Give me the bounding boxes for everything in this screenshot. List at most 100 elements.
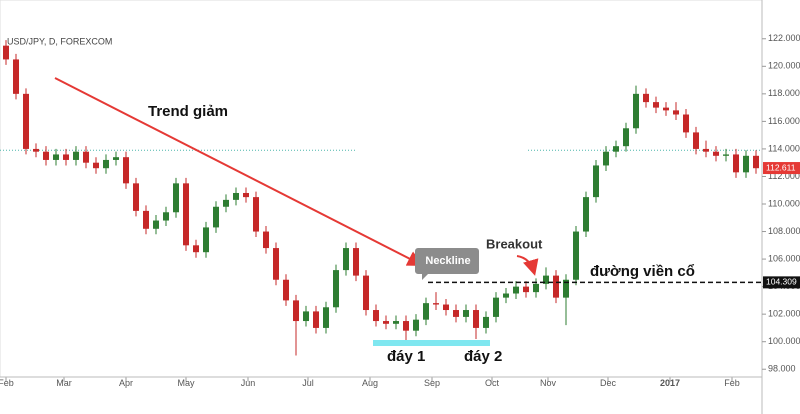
candle-body [73,151,79,160]
candle-body [3,45,9,60]
candle-body [613,146,619,152]
candle-body [413,319,419,331]
x-tick-label: Sep [424,378,440,388]
candle-body [543,275,549,284]
candle-body [23,93,29,149]
y-tick-label: 112.000 [768,171,800,181]
candle-body [113,157,119,160]
candle-body [523,286,529,293]
candle-body [313,311,319,328]
candle-body [343,248,349,271]
candle-body [443,304,449,311]
candle-body [213,206,219,228]
candle-body [483,316,489,328]
x-tick-label: Jul [302,378,314,388]
y-tick-label: 122.000 [768,33,800,43]
x-tick-label: Dec [600,378,617,388]
candle-body [683,114,689,133]
candle-body [653,102,659,108]
candle-body [633,93,639,129]
candle-body [583,197,589,232]
y-tick-label: 106.000 [768,253,800,263]
candle-body [493,297,499,317]
chart-title: USD/JPY, D, FOREXCOM [7,36,112,46]
candle-body [433,303,439,305]
candle-body [693,132,699,149]
candle-body [163,212,169,221]
x-tick-label: Feb [724,378,740,388]
candle-body [53,154,59,160]
candle-body [273,248,279,280]
candle-body [333,270,339,308]
candle-body [263,231,269,249]
candle-body [513,286,519,294]
candle-body [83,151,89,163]
candle-body [673,110,679,115]
candle-body [573,231,579,280]
x-tick-label: Oct [485,378,500,388]
y-tick-label: 108.000 [768,226,800,236]
last-price: 112.611 [766,162,796,172]
candle-body [323,307,329,328]
candle-body [233,192,239,200]
y-tick-label: 102.000 [768,309,800,319]
candle-body [43,151,49,160]
candle-body [63,154,69,160]
x-tick-label: May [177,378,195,388]
bottom-zone [373,340,490,346]
candle-body [383,321,389,324]
candle-body [473,310,479,328]
y-tick-label: 120.000 [768,61,800,71]
x-tick-label: Feb [0,378,14,388]
candle-body [703,148,709,152]
candle-body [743,155,749,173]
candle-body [303,311,309,322]
y-tick-label: 114.000 [768,143,800,153]
candle-body [283,279,289,301]
x-tick-label: Nov [540,378,557,388]
candle-body [453,310,459,317]
candle-body [603,151,609,166]
candle-body [403,321,409,331]
candle-body [643,93,649,103]
candle-body [723,154,729,156]
x-tick-label: Aug [362,378,378,388]
y-tick-label: 110.000 [768,198,800,208]
y-tick-label: 118.000 [768,88,800,98]
candle-body [183,183,189,246]
breakout-label: Breakout [486,236,543,251]
candle-body [393,321,399,324]
y-tick-label: 116.000 [768,116,800,126]
candle-body [373,310,379,322]
candle-body [503,293,509,298]
candle-body [733,154,739,173]
candle-body [423,303,429,320]
neckline-price-box [763,276,800,289]
candle-body [293,300,299,322]
candle-body [143,210,149,229]
candle-body [173,183,179,213]
candle-body [463,310,469,317]
neckline-tag: Neckline [425,255,470,267]
candle-body [93,162,99,169]
y-tick-label: 100.000 [768,336,800,346]
bottom2-label: đáy 2 [464,348,502,365]
trend-label: Trend giảm [148,103,228,120]
x-tick-label: Mar [56,378,72,388]
neckline-callout [415,248,479,280]
x-tick-label: 2017 [660,378,680,388]
x-tick-label: Apr [119,378,133,388]
x-tick-label: Jun [241,378,256,388]
candle-body [33,148,39,152]
candle-body [123,157,129,184]
neckline-price: 104.309 [766,277,797,287]
candle-body [623,128,629,147]
breakout-arrow [516,255,539,276]
candle-body [133,183,139,211]
candle-body [203,227,209,253]
candle-body [713,151,719,156]
candle-body [363,275,369,311]
candle-body [193,245,199,253]
marks: 98.000100.000102.000104.000106.000108.00… [0,33,800,388]
